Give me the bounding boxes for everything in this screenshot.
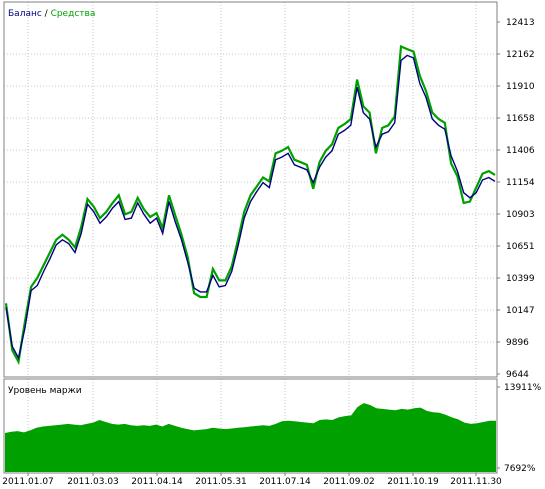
x-tick-label: 2011.04.14	[131, 477, 183, 487]
legend-separator: /	[42, 9, 51, 19]
y-tick-label: 10147	[506, 306, 535, 316]
margin-y-tick-label: 7692%	[504, 464, 536, 474]
main-panel-frame	[3, 1, 498, 378]
x-tick-label: 2011.10.19	[387, 477, 439, 487]
main-chart-grid	[4, 2, 497, 377]
x-tick-label: 2011.09.02	[323, 477, 375, 487]
y-tick-label: 9896	[506, 338, 529, 348]
legend-equity-label: Средства	[51, 9, 96, 19]
y-tick-label: 9644	[506, 370, 529, 380]
y-tick-label: 12413	[506, 18, 535, 28]
main-y-axis: 12413 12162 11910 11658 11406 11154 10903 10651…	[497, 18, 535, 380]
y-tick-label: 11406	[506, 146, 535, 156]
x-tick-label: 2011.11.30	[450, 477, 502, 487]
y-tick-label: 10651	[506, 242, 535, 252]
x-tick-label: 2011.03.03	[67, 477, 119, 487]
legend: Баланс / Средства	[8, 9, 95, 19]
x-tick-label: 2011.01.07	[2, 477, 54, 487]
y-tick-label: 11154	[506, 178, 535, 188]
y-tick-label: 12162	[506, 50, 535, 60]
y-tick-label: 10399	[506, 274, 535, 284]
margin-panel-frame	[3, 378, 498, 474]
margin-y-tick-label: 13911%	[504, 383, 542, 393]
x-tick-label: 2011.07.14	[259, 477, 311, 487]
margin-panel-title: Уровень маржи	[8, 386, 82, 396]
x-axis: 2011.01.07 2011.03.03 2011.04.14 2011.05.31…	[2, 473, 502, 487]
y-tick-label: 11658	[506, 114, 535, 124]
y-tick-label: 10903	[506, 210, 535, 220]
margin-y-axis: 13911% 7692%	[497, 383, 542, 474]
equity-line	[4, 44, 496, 366]
balance-line	[5, 54, 496, 361]
y-tick-label: 11910	[506, 82, 535, 92]
legend-balance-label: Баланс	[8, 9, 42, 19]
margin-level-area	[5, 403, 496, 472]
x-tick-label: 2011.05.31	[195, 477, 247, 487]
